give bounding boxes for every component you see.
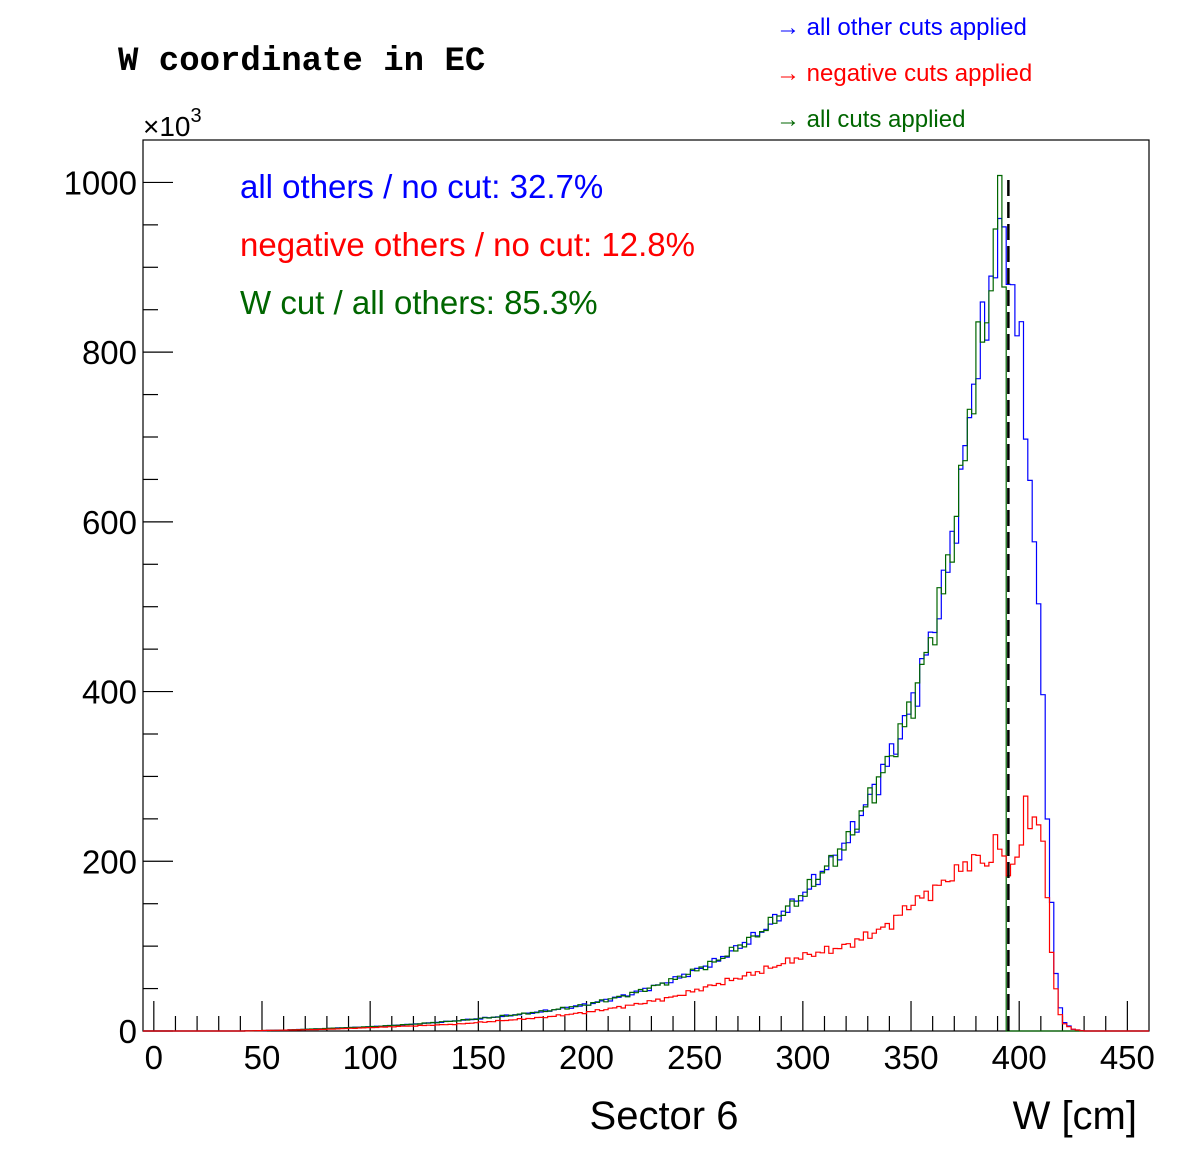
annotation-negative-others: negative others / no cut: 12.8%: [240, 226, 695, 263]
legend: → all other cuts applied → negative cuts…: [776, 14, 1032, 133]
y-tick-label: 600: [82, 504, 137, 541]
x-tick-label: 0: [145, 1039, 163, 1076]
y-tick-label: 800: [82, 334, 137, 371]
x-tick-label: 450: [1100, 1039, 1155, 1076]
annotations: all others / no cut: 32.7% negative othe…: [240, 168, 695, 321]
series-layer: [143, 174, 1149, 1032]
x-tick-label: 100: [343, 1039, 398, 1076]
series-line-negative-cuts-applied: [143, 795, 1149, 1032]
x-tick-label: 300: [775, 1039, 830, 1076]
x-axis: 0 50 100 150 200 250 300 350 400 450: [145, 1001, 1155, 1076]
y-tick-label: 400: [82, 674, 137, 711]
annotation-w-cut: W cut / all others: 85.3%: [240, 284, 598, 321]
series-line-all-cuts-applied: [143, 174, 1149, 1032]
x-tick-label: 200: [559, 1039, 614, 1076]
x-tick-label: 150: [451, 1039, 506, 1076]
x-tick-label: 50: [244, 1039, 281, 1076]
y-tick-label: 0: [119, 1013, 137, 1050]
x-tick-label: 350: [883, 1039, 938, 1076]
y-multiplier: ×103: [143, 105, 202, 142]
legend-entry-all-other-cuts: → all other cuts applied: [776, 14, 1027, 41]
chart-title: W coordinate in EC: [118, 43, 485, 81]
y-tick-label: 200: [82, 843, 137, 880]
x-tick-label: 400: [992, 1039, 1047, 1076]
legend-entry-negative-cuts: → negative cuts applied: [776, 60, 1032, 87]
legend-entry-all-cuts: → all cuts applied: [776, 106, 965, 133]
y-tick-label: 1000: [64, 164, 137, 201]
annotation-all-others: all others / no cut: 32.7%: [240, 168, 603, 205]
x-axis-label: W [cm]: [1013, 1094, 1137, 1138]
sector-label: Sector 6: [590, 1094, 739, 1138]
plot-frame: [142, 139, 1150, 1032]
x-tick-label: 250: [667, 1039, 722, 1076]
y-axis: 0 200 400 600 800 1000: [64, 164, 173, 1050]
